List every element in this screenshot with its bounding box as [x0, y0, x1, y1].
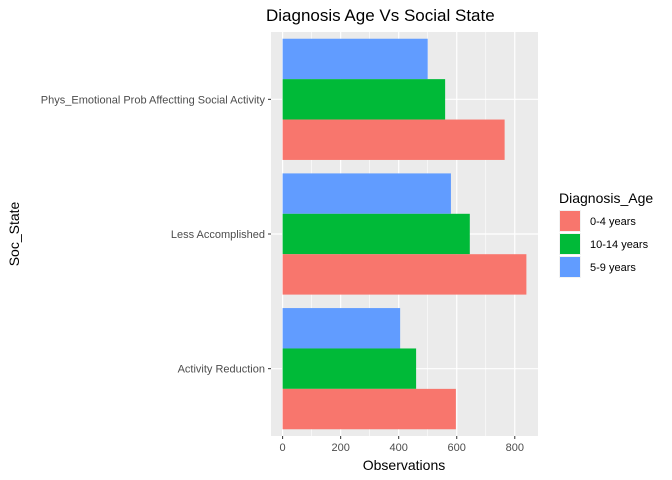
x-tick-label: 0 — [280, 442, 286, 454]
legend-label: 5-9 years — [590, 262, 636, 274]
bar — [282, 213, 470, 255]
x-tick-label: 200 — [331, 442, 349, 454]
x-tick-label: 400 — [390, 442, 408, 454]
bar — [282, 388, 456, 430]
legend-label: 10-14 years — [590, 239, 649, 251]
x-tick-label: 800 — [506, 442, 524, 454]
x-tick-label: 600 — [448, 442, 466, 454]
legend-swatch — [560, 211, 580, 231]
x-axis: 0 200 400 600 800 — [280, 436, 524, 454]
legend-label: 0-4 years — [590, 216, 636, 228]
legend-swatch — [560, 257, 580, 277]
y-tick-label: Less Accomplished — [171, 229, 265, 241]
y-tick-label: Phys_Emotional Prob Affectting Social Ac… — [41, 94, 266, 106]
bar — [282, 308, 401, 349]
bar — [282, 119, 505, 160]
bar — [282, 38, 428, 80]
bar — [282, 79, 446, 120]
legend-swatch — [560, 234, 580, 254]
y-axis: Phys_Emotional Prob Affectting Social Ac… — [41, 94, 271, 376]
chart-title: Diagnosis Age Vs Social State — [266, 6, 495, 25]
y-axis-title: Soc_State — [6, 201, 22, 266]
bar — [282, 173, 451, 214]
bar — [282, 348, 417, 389]
bar — [282, 254, 527, 295]
legend: Diagnosis_Age 0-4 years 10-14 years 5-9 ye… — [559, 190, 653, 278]
x-axis-title: Observations — [363, 457, 445, 473]
y-tick-label: Activity Reduction — [178, 364, 265, 376]
bars — [282, 38, 527, 430]
legend-title: Diagnosis_Age — [559, 190, 653, 206]
